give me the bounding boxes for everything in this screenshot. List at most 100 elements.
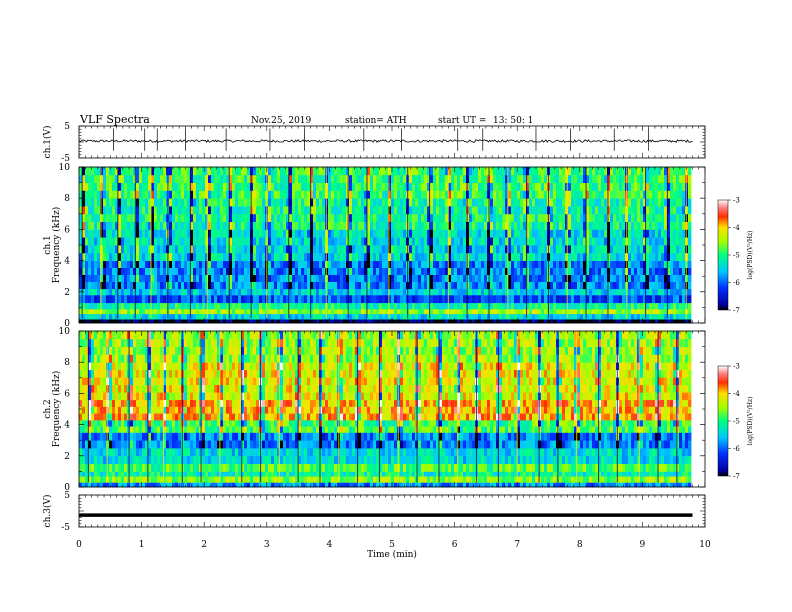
spectrogram-cell [286,221,290,230]
spectrogram-cell [493,281,497,290]
spectrogram-cell [352,260,356,268]
spectrogram-cell [409,237,413,246]
spectrogram-cell [376,213,380,222]
spectrogram-cell [106,206,110,215]
spectrogram-cell [208,198,212,207]
spectrogram-cell [367,288,371,296]
spectrogram-cell [187,245,191,254]
spectrogram-cell [289,182,293,191]
spectrogram-cell [274,198,278,207]
spectrogram-cell [220,294,224,304]
spectrogram-cell [286,309,290,315]
spectrogram-cell [172,281,176,290]
spectrogram-cell [439,267,443,275]
spectrogram-cell [445,260,449,268]
spectrogram-cell [517,309,521,315]
spectrogram-cell [142,213,146,222]
spectrogram-cell [172,182,176,191]
spectrogram-cell [361,309,365,315]
spectrogram-cell [286,229,290,238]
spectrogram-cell [376,294,380,304]
spectrogram-cell [610,267,614,275]
spectrogram-cell [646,260,650,268]
spectrogram-cell [373,229,377,238]
spectrogram-cell [499,190,503,199]
spectrogram-cell [604,281,608,290]
spectrogram-cell [364,260,368,268]
spectrogram-cell [424,190,428,199]
spectrogram-cell [244,288,248,296]
spectrogram-cell [124,288,128,296]
spectrogram-cell [592,288,596,296]
spectrogram-cell [361,221,365,230]
spectrogram-cell [502,313,506,320]
spectrogram-cell [553,182,557,191]
spectrogram-cell [154,221,158,230]
spectrogram-cell [436,229,440,238]
spectrogram-cell [220,190,224,199]
spectrogram-cell [235,281,239,290]
spectrogram-cell [154,206,158,215]
spectrogram-cell [439,319,443,324]
spectrogram-cell [475,198,479,207]
spectrogram-cell [400,302,404,310]
spectrogram-cell [373,182,377,191]
spectrogram-cell [106,182,110,191]
spectrogram-cell [490,274,494,282]
spectrogram-cell [469,206,473,215]
spectrogram-cell [619,245,623,254]
spectrogram-cell [361,167,365,176]
spectrogram-cell [427,281,431,290]
spectrogram-cell [277,190,281,199]
spectrogram-cell [544,319,548,324]
spectrogram-cell [667,288,671,296]
spectrogram-cell [94,252,98,261]
spectrogram-cell [448,260,452,268]
spectrogram-cell [514,260,518,268]
spectrogram-cell [145,229,149,238]
spectrogram-cell [121,294,125,304]
spectrogram-cell [352,221,356,230]
spectrogram-cell [376,267,380,275]
spectrogram-cell [544,182,548,191]
spectrogram-cell [238,302,242,310]
spectrogram-cell [646,288,650,296]
spectrogram-cell [370,252,374,261]
spectrogram-cell [472,267,476,275]
spectrogram-cell [319,198,323,207]
spectrogram-cell [85,267,89,275]
spectrogram-cell [208,288,212,296]
spectrogram-cell [286,213,290,222]
spectrogram-cell [496,288,500,296]
spectrogram-cell [418,302,422,310]
spectrogram-cell [541,221,545,230]
spectrogram-cell [442,302,446,310]
spectrogram-cell [169,274,173,282]
spectrogram-cell [295,245,299,254]
spectrogram-cell [421,274,425,282]
spectrogram-cell [442,313,446,320]
spectrogram-cell [532,313,536,320]
spectrogram-cell [358,174,362,183]
spectrogram-cell [439,260,443,268]
spectrogram-cell [439,229,443,238]
spectrogram-cell [622,245,626,254]
spectrogram-cell [415,288,419,296]
spectrogram-cell [505,237,509,246]
spectrogram-cell [103,229,107,238]
spectrogram-cell [637,313,641,320]
spectrogram-cell [493,309,497,315]
spectrogram-cell [163,167,167,176]
spectrogram-cell [193,213,197,222]
spectrogram-cell [484,237,488,246]
spectrogram-cell [313,302,317,310]
spectrogram-cell [364,252,368,261]
spectrogram-cell [667,167,671,176]
spectrogram-cell [565,288,569,296]
spectrogram-cell [412,302,416,310]
spectrogram-cell [583,198,587,207]
spectrogram-cell [343,221,347,230]
spectrogram-cell [598,221,602,230]
spectrogram-cell [145,302,149,310]
spectrogram-cell [316,206,320,215]
